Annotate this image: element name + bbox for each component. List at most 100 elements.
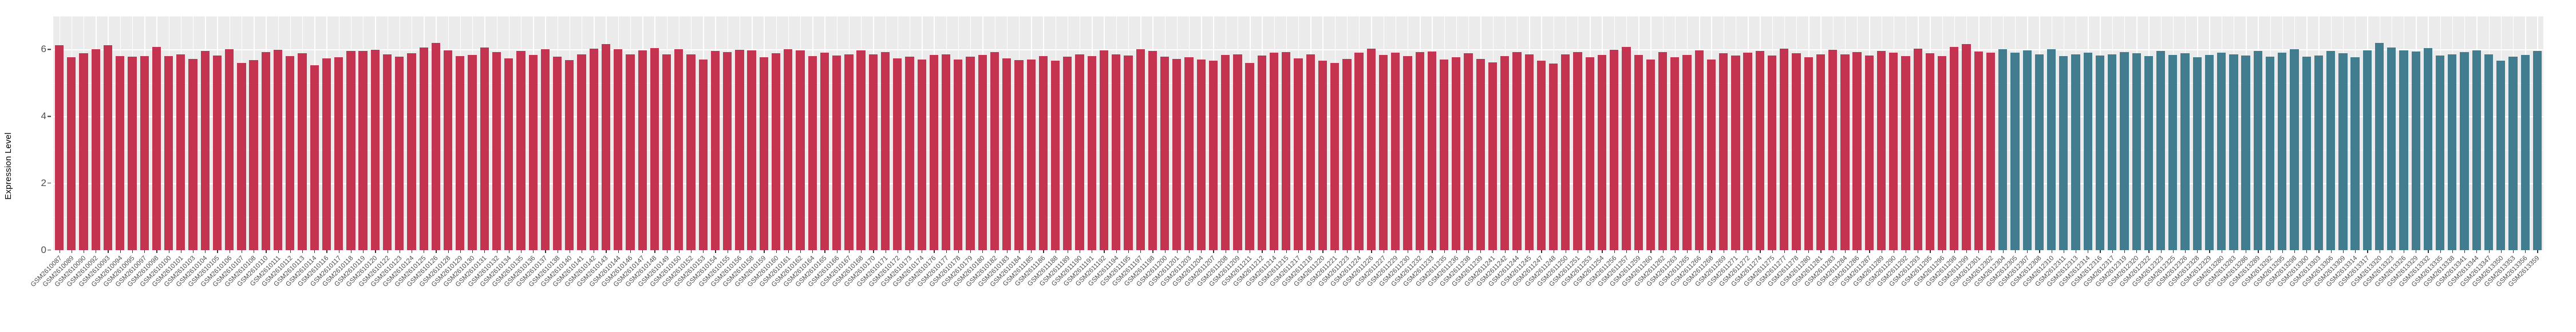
bar (626, 54, 635, 250)
x-tick-mark (302, 250, 303, 253)
bar (431, 43, 441, 250)
bar (443, 50, 453, 250)
bar (565, 60, 574, 250)
x-tick-mark (2318, 250, 2320, 253)
bar (1160, 57, 1170, 250)
bar (662, 54, 671, 250)
x-tick-mark (2306, 250, 2308, 253)
x-tick-mark (1614, 250, 1615, 253)
bar (2059, 56, 2068, 250)
x-tick-mark (2197, 250, 2198, 253)
bar (2362, 50, 2372, 250)
bar (1512, 52, 1522, 250)
bar (1148, 50, 1157, 250)
bar (1816, 54, 1826, 250)
bar (1208, 61, 1218, 250)
y-tick-mark (48, 116, 51, 117)
bar (1573, 52, 1582, 250)
bar (261, 52, 270, 250)
bar (1622, 46, 1631, 250)
bar (1124, 55, 1133, 250)
bar (2156, 50, 2166, 250)
bar (103, 45, 113, 250)
bar (140, 56, 149, 250)
x-tick-mark (1869, 250, 1870, 253)
bar (225, 49, 234, 250)
x-tick-mark (1820, 250, 1822, 253)
x-tick-mark (1966, 250, 1967, 253)
bar (1026, 59, 1036, 250)
bar (1245, 62, 1254, 250)
x-tick-mark (2270, 250, 2271, 253)
x-tick-mark (1650, 250, 1652, 253)
bar (1087, 56, 1096, 250)
bar (1986, 53, 1996, 250)
bar (1610, 50, 1619, 250)
x-tick-mark (861, 250, 862, 253)
x-tick-mark (484, 250, 485, 253)
bar (1937, 56, 1947, 250)
x-tick-mark (2185, 250, 2186, 253)
bar (2265, 56, 2275, 250)
bar (1050, 61, 1060, 250)
x-tick-mark (1711, 250, 1712, 253)
bar (759, 57, 768, 250)
bar (200, 50, 210, 250)
bar (1804, 57, 1813, 250)
x-tick-mark (1844, 250, 1846, 253)
x-tick-mark (691, 250, 692, 253)
bar (2472, 50, 2481, 250)
bar (334, 57, 343, 250)
bar (2278, 53, 2287, 250)
bar (298, 53, 307, 250)
bar (2423, 48, 2433, 250)
bar (2290, 49, 2299, 250)
bar (1731, 55, 1740, 250)
bar (1889, 53, 1898, 250)
bar (784, 49, 793, 250)
bar (2108, 54, 2117, 250)
bar (2120, 52, 2129, 250)
x-tick-mark (1796, 250, 1797, 253)
bar (2496, 61, 2506, 250)
x-tick-mark (1456, 250, 1457, 253)
bar (1342, 58, 1352, 250)
bar (1488, 62, 1498, 250)
bar (540, 49, 550, 250)
bar (2253, 50, 2262, 250)
x-tick-mark (2525, 250, 2526, 253)
bar (1136, 49, 1145, 250)
bar (176, 54, 185, 250)
bar (1743, 53, 1752, 250)
bar (2314, 55, 2324, 250)
bar (1221, 55, 1230, 250)
bar (1719, 53, 1728, 250)
x-tick-mark (2355, 250, 2356, 253)
bar (468, 54, 477, 250)
x-tick-mark (2512, 250, 2514, 253)
bar (577, 54, 586, 250)
bar (796, 50, 805, 250)
bar (2144, 56, 2153, 250)
bar (990, 52, 999, 250)
bar (2338, 53, 2348, 250)
bar (310, 65, 319, 250)
bar (1172, 58, 1182, 250)
bar (2095, 55, 2105, 250)
x-tick-mark (1687, 250, 1688, 253)
bar (1780, 48, 1789, 250)
x-tick-mark (2440, 250, 2441, 253)
x-tick-mark (2452, 250, 2453, 253)
x-tick-mark (326, 250, 327, 253)
bar (1828, 50, 1838, 250)
bar (2204, 54, 2214, 250)
x-tick-mark (1541, 250, 1542, 253)
bar (2387, 47, 2396, 250)
bar (1840, 54, 1850, 250)
bar (395, 57, 404, 250)
x-tick-mark (2002, 250, 2004, 253)
y-tick-mark (48, 49, 51, 50)
x-tick-mark (1043, 250, 1044, 253)
bar (771, 53, 781, 250)
